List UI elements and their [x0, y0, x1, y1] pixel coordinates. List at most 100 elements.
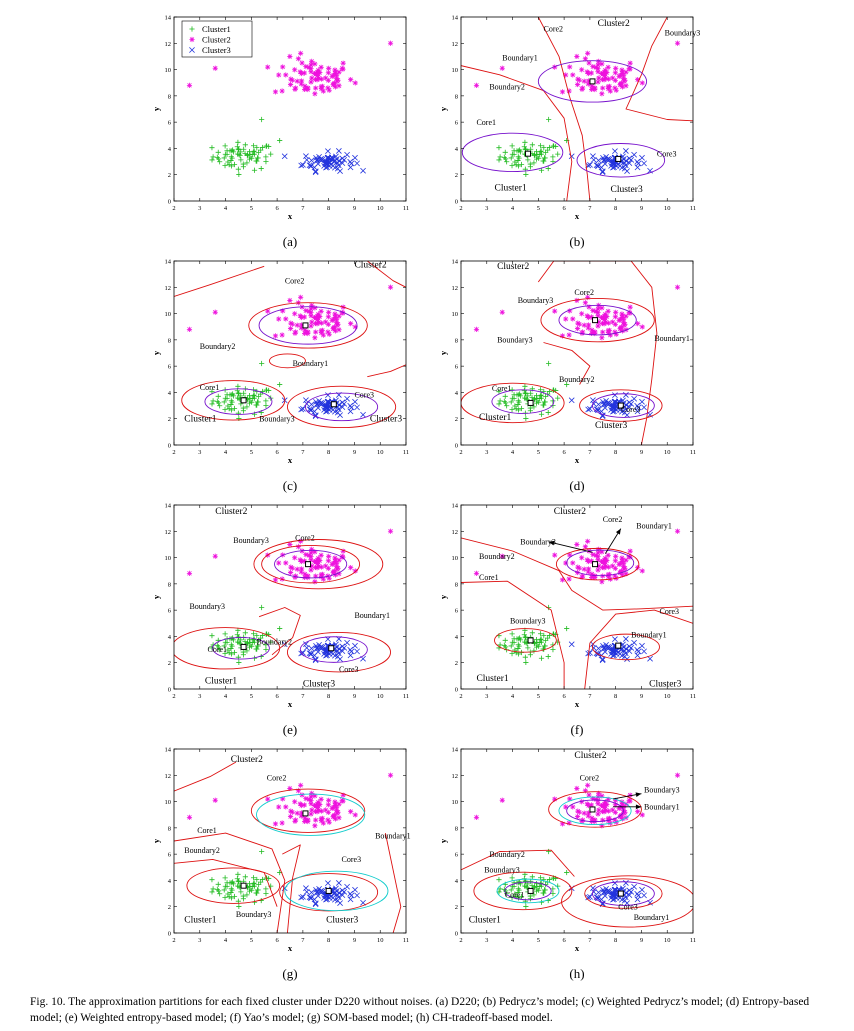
boundary-curve	[537, 261, 658, 445]
cluster2-point	[567, 64, 573, 70]
y-tick-label: 0	[168, 931, 171, 938]
cluster2-point	[320, 332, 326, 338]
cluster1-point	[518, 893, 525, 900]
cluster2-point	[599, 335, 605, 341]
x-tick-label: 8	[327, 693, 330, 700]
cluster1-point	[230, 879, 236, 885]
cluster3-point	[602, 892, 608, 899]
cluster1-point	[263, 159, 269, 165]
cluster2-point	[600, 559, 606, 565]
y-tick-label: 0	[455, 443, 458, 450]
cluster2-point	[559, 89, 566, 95]
cluster3-point	[587, 893, 593, 900]
x-tick-label: 11	[690, 449, 696, 456]
cluster2-point	[348, 809, 354, 815]
annotation-label: Boundary1	[654, 334, 690, 343]
cluster3-point	[622, 406, 629, 413]
cluster3-point	[318, 399, 325, 406]
boundary-circle	[461, 382, 565, 424]
cluster2-point	[588, 70, 595, 76]
cluster2-point	[279, 332, 285, 338]
x-tick-label: 3	[485, 937, 488, 944]
cluster2-point	[605, 320, 612, 326]
cluster1-point	[234, 151, 241, 157]
cluster3-point	[334, 653, 341, 660]
cluster3-point	[325, 880, 331, 887]
x-tick-label: 10	[377, 937, 384, 944]
cluster3-point	[612, 636, 618, 643]
cluster2-point	[334, 73, 340, 79]
y-tick-label: 10	[165, 555, 172, 562]
cluster2-point	[309, 563, 315, 569]
x-tick-label: 4	[511, 205, 515, 212]
cluster1-point	[225, 403, 231, 409]
y-tick-label: 6	[455, 364, 459, 371]
cluster2-point	[499, 797, 505, 803]
cluster2-point	[613, 553, 619, 559]
cluster2-point	[563, 560, 569, 566]
x-tick-label: 4	[224, 937, 228, 944]
y-tick-label: 8	[168, 825, 171, 832]
cluster2-point	[619, 816, 626, 822]
cluster3-point	[601, 645, 607, 652]
core-circle	[566, 549, 635, 577]
y-tick-label: 2	[455, 416, 458, 423]
cluster2-point	[331, 568, 338, 574]
cluster2-point	[626, 797, 632, 803]
cluster3-point	[612, 148, 618, 155]
cluster3-point	[308, 645, 315, 652]
annotation-label: Cluster2	[574, 751, 606, 761]
cluster1-point	[217, 891, 223, 897]
x-tick-label: 3	[485, 693, 488, 700]
x-tick-label: 10	[377, 449, 384, 456]
core-circle	[204, 388, 273, 415]
cluster1-point	[228, 895, 235, 901]
cluster2-point	[595, 550, 601, 556]
cluster3-point	[621, 409, 628, 416]
panel-label: (f)	[571, 722, 584, 737]
cluster3-point	[314, 157, 320, 164]
cluster1-point	[249, 155, 255, 161]
cluster1-point	[517, 635, 523, 641]
cluster2-point	[312, 579, 318, 585]
cluster2-point	[581, 810, 587, 816]
y-tick-label: 10	[452, 311, 459, 318]
cluster2-point	[570, 804, 576, 810]
arrow-head	[615, 528, 621, 535]
panel-label: (h)	[569, 966, 584, 981]
cluster-center	[527, 637, 534, 644]
y-tick-label: 6	[455, 120, 459, 127]
cluster1-point	[527, 896, 533, 902]
cluster3-point	[590, 397, 596, 404]
cluster2-point	[605, 84, 611, 90]
cluster2-point	[563, 316, 569, 322]
cluster-center	[328, 645, 335, 652]
cluster1-point	[246, 393, 253, 399]
cluster3-point	[348, 892, 355, 899]
cluster2-point	[579, 818, 585, 824]
cluster2-point	[332, 313, 339, 319]
cluster1-point	[540, 646, 546, 652]
cluster2-point	[566, 820, 572, 826]
cluster3-point	[334, 897, 341, 904]
annotation-label: Core3	[339, 665, 359, 674]
cluster2-point	[601, 316, 607, 323]
plot-area	[174, 261, 406, 429]
annotation-label: Boundary2	[256, 637, 292, 646]
boundary-circle	[250, 788, 366, 833]
y-tick-label: 14	[165, 15, 172, 22]
boundary-circle	[186, 867, 281, 904]
x-tick-label: 9	[353, 937, 356, 944]
cluster2-point	[316, 319, 322, 325]
cluster2-point	[589, 83, 595, 89]
cluster3-point	[601, 889, 607, 896]
cluster2-point	[298, 538, 304, 544]
cluster1-point	[255, 399, 261, 405]
cluster2-point	[320, 820, 326, 826]
cluster2-point	[605, 572, 611, 578]
cluster2-point	[605, 76, 612, 82]
cluster2-point	[621, 805, 627, 811]
cluster3-point	[587, 161, 593, 168]
cluster2-point	[330, 561, 336, 567]
cluster3-point	[347, 408, 354, 415]
